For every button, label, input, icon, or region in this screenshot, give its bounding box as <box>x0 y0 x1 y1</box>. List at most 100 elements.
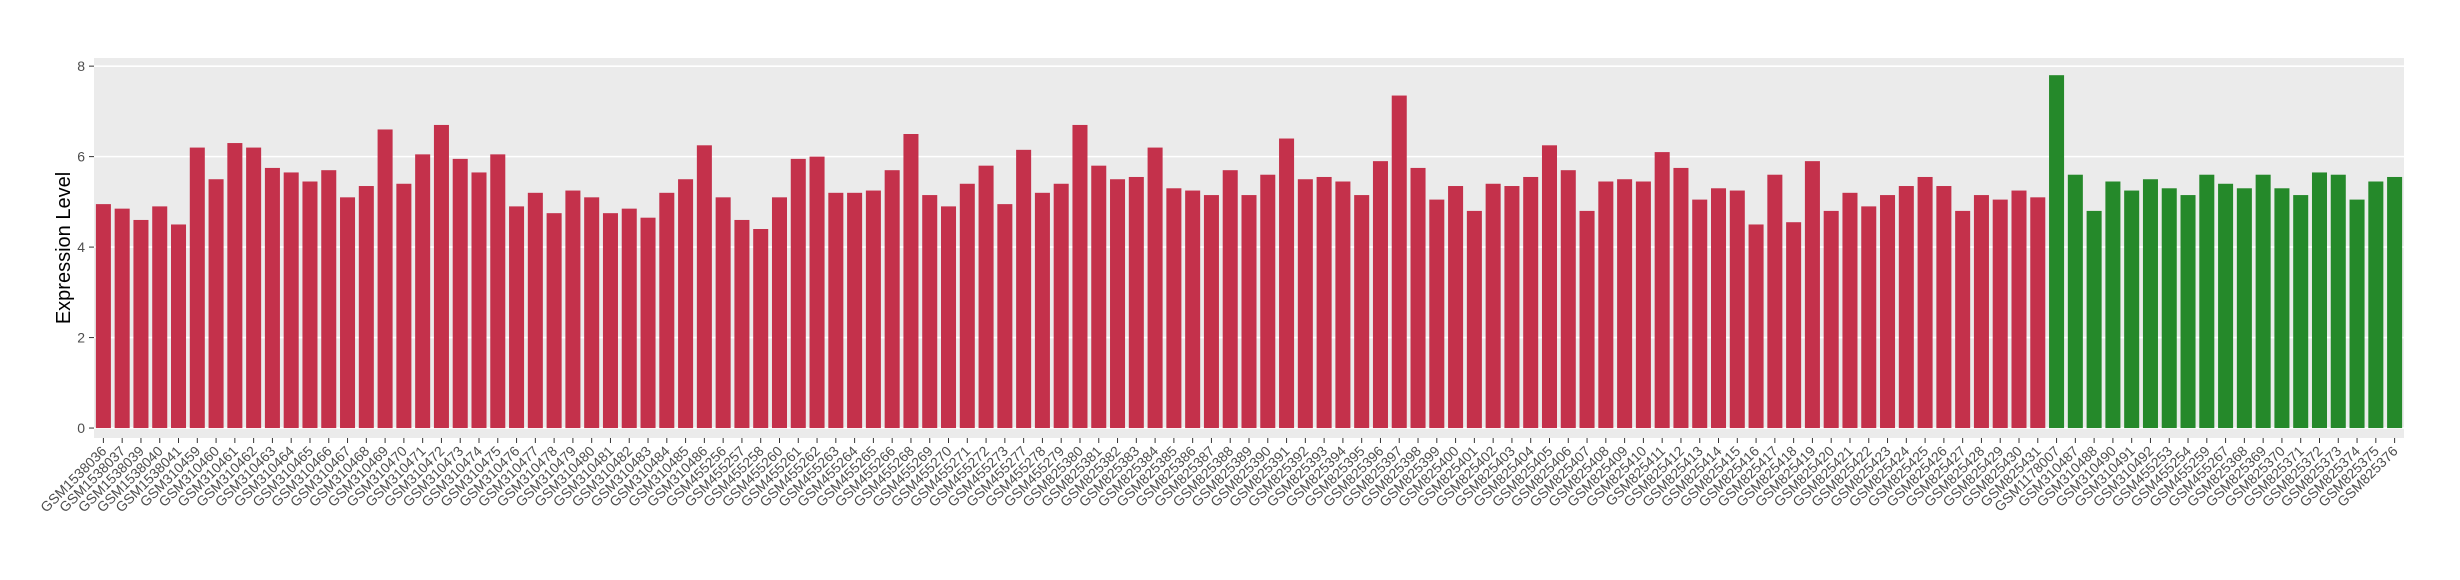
bar <box>2199 174 2215 429</box>
bar <box>828 192 844 429</box>
bar <box>1617 179 1633 429</box>
bar <box>1466 210 1482 429</box>
bar <box>1598 181 1614 429</box>
bar <box>1372 161 1388 429</box>
bar <box>2180 195 2196 429</box>
bar <box>1786 222 1802 429</box>
bar <box>659 192 675 429</box>
bar <box>1016 149 1032 429</box>
bar <box>847 192 863 429</box>
bar <box>2368 181 2384 429</box>
bar <box>1222 170 1238 429</box>
bar <box>1504 186 1520 429</box>
bar <box>2255 174 2271 429</box>
bar <box>95 204 111 429</box>
bar <box>396 183 412 429</box>
bar <box>1711 188 1727 429</box>
bar <box>208 179 224 429</box>
bar <box>340 197 356 429</box>
bar <box>546 213 562 429</box>
y-tick-label: 6 <box>77 149 85 165</box>
bar <box>490 154 506 429</box>
bar <box>2349 199 2365 429</box>
bar <box>1673 167 1689 429</box>
bar <box>1034 192 1050 429</box>
bar <box>1861 206 1877 429</box>
bar <box>1241 195 1257 429</box>
bar <box>753 229 769 429</box>
bar <box>1110 179 1126 429</box>
bar <box>2030 197 2046 429</box>
bar <box>1091 165 1107 429</box>
bar <box>452 158 468 429</box>
bar <box>1654 152 1670 429</box>
bar <box>696 145 712 429</box>
bar <box>509 206 525 429</box>
bar <box>1185 190 1201 429</box>
bar <box>959 183 975 429</box>
bar <box>1936 186 1952 429</box>
y-tick-label: 8 <box>77 58 85 74</box>
y-tick-label: 0 <box>77 420 85 436</box>
bar <box>1917 176 1933 429</box>
bar <box>1410 167 1426 429</box>
bar <box>1692 199 1708 429</box>
bar <box>1880 195 1896 429</box>
bar <box>302 181 318 429</box>
bar <box>152 206 168 429</box>
bar <box>415 154 431 429</box>
bar <box>1448 186 1464 429</box>
bar <box>1316 176 1332 429</box>
bar <box>621 208 637 429</box>
bar <box>1429 199 1445 429</box>
bar <box>1279 138 1295 429</box>
bar <box>2142 179 2158 429</box>
bar <box>227 143 243 429</box>
bar <box>2293 195 2309 429</box>
bar <box>2330 174 2346 429</box>
bar <box>283 172 299 429</box>
bar <box>1823 210 1839 429</box>
bar <box>1804 161 1820 429</box>
bar <box>1072 124 1088 429</box>
bar <box>1203 195 1219 429</box>
bar <box>997 204 1013 429</box>
bar <box>2105 181 2121 429</box>
bar <box>2067 174 2083 429</box>
bar <box>133 219 149 429</box>
bar <box>358 186 374 429</box>
bar <box>941 206 957 429</box>
bar <box>2274 188 2290 429</box>
bar <box>471 172 487 429</box>
bar <box>321 170 337 429</box>
bar <box>1335 181 1351 429</box>
bar <box>602 213 618 429</box>
bar <box>1391 95 1407 429</box>
bar <box>1541 145 1557 429</box>
bar <box>1354 195 1370 429</box>
bar <box>2311 172 2327 429</box>
bar <box>114 208 130 429</box>
bar <box>1748 224 1764 429</box>
bar <box>1147 147 1163 429</box>
bar <box>1128 176 1144 429</box>
bar <box>978 165 994 429</box>
bar <box>2124 190 2140 429</box>
bar <box>715 197 731 429</box>
bar <box>1053 183 1069 429</box>
bar <box>2236 188 2252 429</box>
bar <box>1729 190 1745 429</box>
bar <box>2161 188 2177 429</box>
bar <box>1523 176 1539 429</box>
y-axis-label: Expression Level <box>53 172 75 324</box>
bar <box>1973 195 1989 429</box>
bar <box>1485 183 1501 429</box>
bar <box>1297 179 1313 429</box>
bar <box>2387 176 2403 429</box>
bar <box>433 124 449 429</box>
bar <box>640 217 656 429</box>
y-tick-label: 2 <box>77 330 85 346</box>
bar <box>1767 174 1783 429</box>
bar <box>1955 210 1971 429</box>
